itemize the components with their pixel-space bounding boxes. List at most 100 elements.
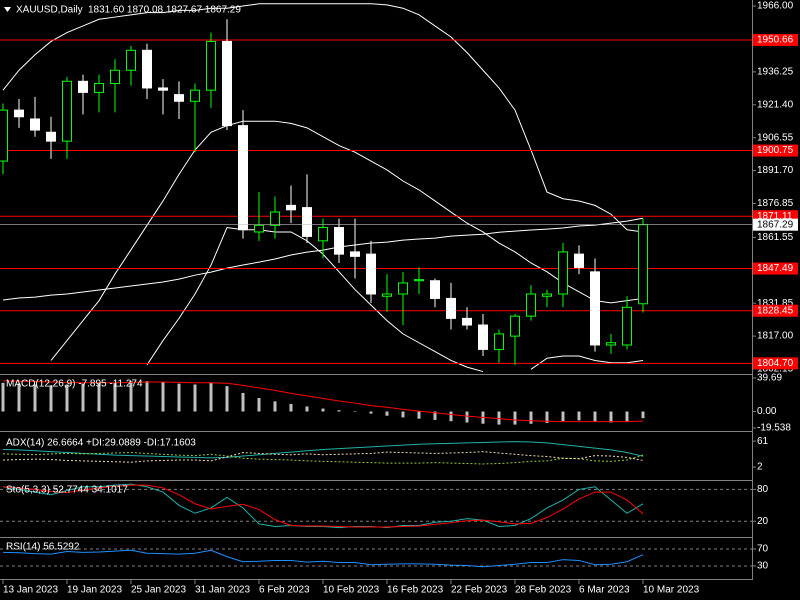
macd-bar [81,383,85,412]
macd-bar [289,403,293,412]
candle-body [62,80,72,142]
level-label-box [753,304,798,317]
macd-bar [33,384,37,412]
panel-label: ADX(14) 26.6664 +DI:29.0889 -DI:17.1603 [6,438,196,449]
panel-label: Sto(5,3,3) 52.7744 34.1017 [6,485,128,496]
level-label: 1828.45 [757,305,794,316]
macd-bar [97,383,101,412]
y-tick-label: 20 [757,516,769,527]
macd-bar [337,410,341,412]
macd-bar [17,383,21,412]
level-label: 1871.11 [757,211,793,222]
candle-body [510,315,520,337]
candle-body [238,125,248,231]
symbol-menu-icon[interactable] [4,7,11,12]
candle-body [542,293,552,297]
macd-bar [273,401,277,412]
macd-bar [241,392,245,412]
indicator-line [2,452,644,465]
x-tick-label: 10 Feb 2023 [323,585,380,596]
overlay-line [2,3,644,233]
macd-bar [321,408,325,412]
x-tick-label: 22 Feb 2023 [451,585,508,596]
candle-body [414,279,424,282]
macd-bar [545,411,549,423]
candle-body [334,227,344,255]
candle-body [270,211,280,226]
macd-bar [193,384,197,412]
y-tick-label: 1966.00 [757,1,794,12]
indicator-line [2,451,644,463]
macd-bar [369,411,373,414]
macd-bar [593,411,597,422]
indicator-line [2,483,644,529]
macd-bar [449,411,453,422]
macd-bar [561,411,565,422]
candle-body [94,83,104,93]
overlay-line [50,120,644,361]
candle-body [78,80,88,93]
x-tick-label: 6 Mar 2023 [579,585,630,596]
candle-body [30,118,40,131]
y-tick-label: 70 [757,544,769,555]
macd-bar [577,411,581,421]
level-label-box [753,357,798,370]
y-tick-label: 80 [757,484,769,495]
y-tick-label: 1831.85 [757,298,794,309]
level-label-box [753,262,798,275]
y-tick-label: 30 [757,561,769,572]
y-tick-label: -19.538 [757,423,791,434]
candle-body [318,227,328,242]
overlay-line [146,226,644,373]
y-tick-label: 1936.25 [757,67,794,78]
candle-body [286,204,296,211]
candle-body [350,251,360,257]
level-label-box [753,33,798,46]
candle-body [302,207,312,237]
macd-bar [177,383,181,412]
panel-label: RSI(14) 56.5292 [6,542,80,553]
y-tick-label: 2 [757,462,763,473]
macd-bar [129,381,133,412]
x-tick-label: 13 Jan 2023 [3,585,58,596]
candle-body [190,89,200,102]
y-tick-label: 1906.55 [757,132,794,143]
macd-bar [209,382,213,412]
macd-bar [417,411,421,419]
y-tick-label: 61 [757,436,769,447]
y-tick-label: 39.69 [757,373,782,384]
candle-body [14,109,24,118]
y-tick-label: 1817.00 [757,331,794,342]
x-tick-label: 16 Feb 2023 [387,585,444,596]
candle-body [478,324,488,350]
macd-bar [641,411,645,419]
macd-bar [609,411,613,423]
candle-body [430,280,440,299]
macd-bar [465,411,469,423]
candle-body [222,40,232,127]
candle-body [446,297,456,319]
indicator-line [2,441,644,459]
candle-body [590,271,600,346]
candle-body [462,317,472,326]
x-tick-label: 28 Feb 2023 [515,585,572,596]
candle-body [398,282,408,295]
candle-body [46,131,56,142]
indicator-line [2,549,644,568]
macd-bar [65,384,69,412]
x-tick-label: 25 Jan 2023 [131,585,186,596]
candle-body [526,293,536,317]
candle-body [574,253,584,268]
candle-body [494,333,504,350]
level-label: 1847.49 [757,263,794,274]
x-tick-label: 31 Jan 2023 [195,585,250,596]
macd-bar [225,386,229,412]
candle-body [606,342,616,346]
macd-bar [161,381,165,412]
level-label: 1950.66 [757,35,794,46]
candle-body [110,69,120,85]
candle-body [558,251,568,295]
